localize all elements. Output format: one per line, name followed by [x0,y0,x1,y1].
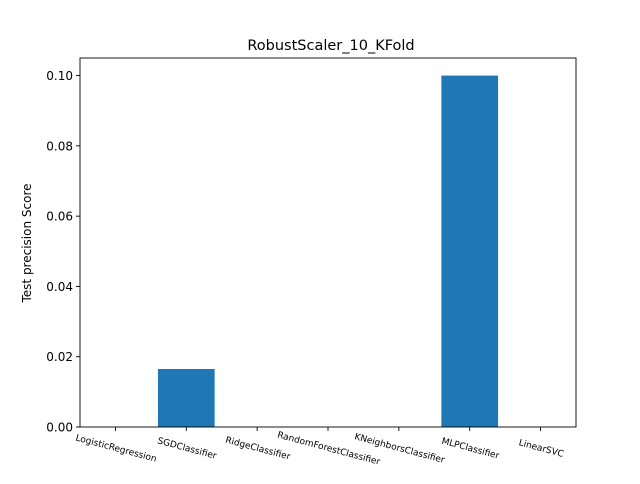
x-tick-label: MLPClassifier [440,437,500,462]
y-tick-label: 0.06 [46,210,73,224]
plot-area: 0.00 0.02 0.04 0.06 0.08 0.10 LogisticRegressi… [46,57,577,468]
y-axis-label: Test precision Score [20,183,34,303]
y-tick-label: 0.00 [46,421,73,435]
x-tick-label: LogisticRegression [74,433,157,464]
axes-frame [79,57,577,428]
y-tick-label: 0.02 [46,350,73,364]
y-tick-label: 0.04 [46,280,73,294]
bar-sgdclassifier [157,369,215,427]
bar-mlpclassifier [441,75,499,427]
x-tick-label: SGDClassifier [156,436,218,461]
chart-title: RobustScaler_10_KFold [247,38,414,54]
y-tick-label: 0.08 [46,139,73,153]
y-tick-label: 0.10 [46,69,73,83]
x-tick-label: LinearSVC [518,438,565,460]
